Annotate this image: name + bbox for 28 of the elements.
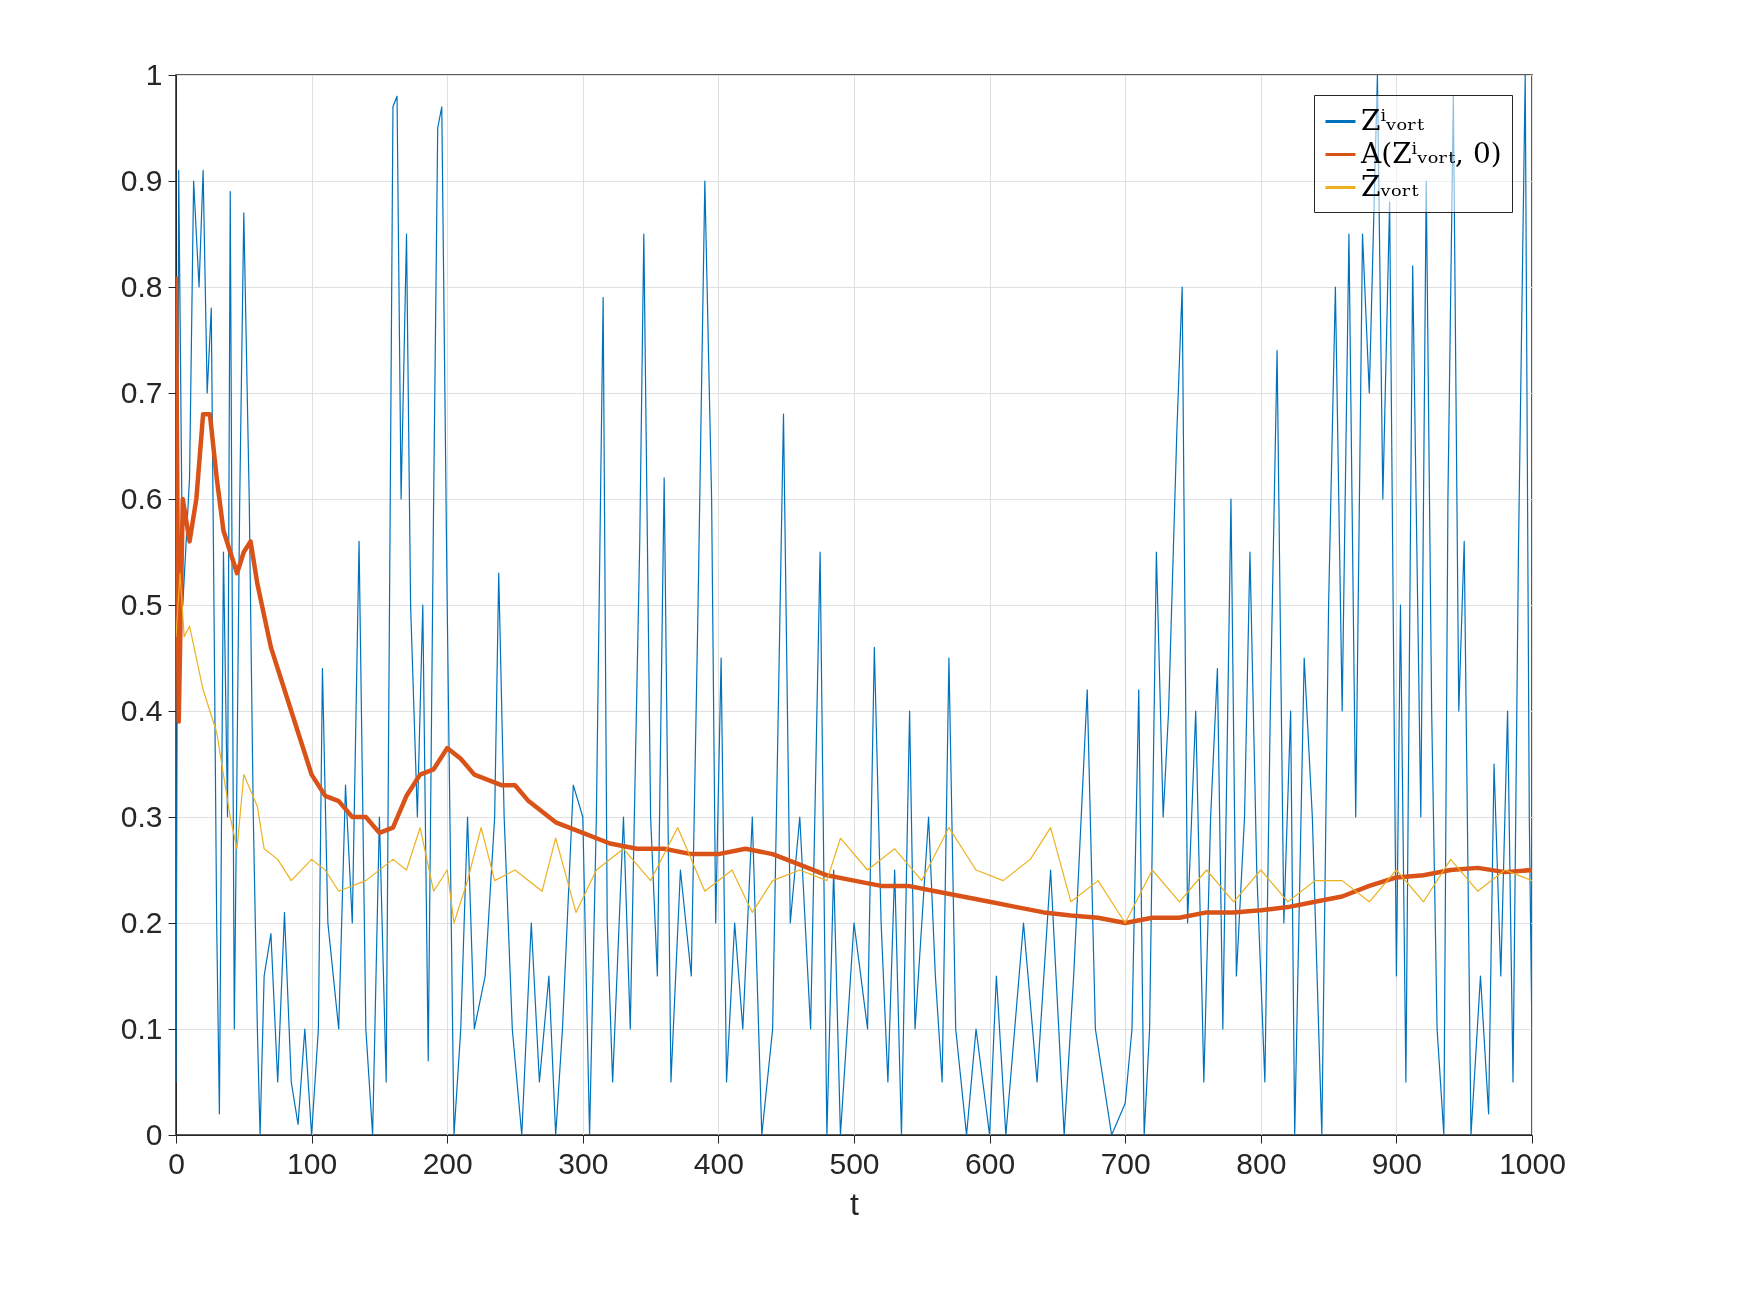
x-tick-label: 200 xyxy=(422,1146,473,1180)
legend-label: Z̄ᵥₒᵣₜ xyxy=(1361,168,1419,203)
y-tick-label: 0 xyxy=(145,1117,163,1151)
y-tick-label: 0.9 xyxy=(120,163,163,197)
x-tick-label: 0 xyxy=(168,1146,185,1180)
y-tick-label: 0.3 xyxy=(120,799,163,833)
y-tick-label: 0.2 xyxy=(120,905,163,939)
legend-label: Zⁱᵥₒᵣₜ xyxy=(1361,103,1425,137)
y-tick-label: 0.8 xyxy=(120,269,163,303)
x-tick-label: 700 xyxy=(1100,1146,1151,1180)
x-tick-label: 100 xyxy=(287,1146,338,1180)
x-tick-label: 600 xyxy=(965,1146,1016,1180)
line-series xyxy=(176,572,1532,924)
x-tick-label: 500 xyxy=(829,1146,880,1180)
legend-label: A(Zⁱᵥₒᵣₜ, 0) xyxy=(1360,136,1502,170)
x-tick-label: 900 xyxy=(1371,1146,1422,1180)
y-tick-label: 0.6 xyxy=(120,481,163,515)
line-series xyxy=(176,274,1532,926)
y-tick-label: 0.5 xyxy=(120,587,163,621)
x-tick-label: 1000 xyxy=(1499,1146,1566,1180)
y-tick-label: 0.7 xyxy=(120,375,163,409)
x-tick-label: 800 xyxy=(1236,1146,1287,1180)
y-tick-label: 0.1 xyxy=(120,1011,163,1045)
y-tick-label: 1 xyxy=(145,57,163,91)
x-tick-label: 400 xyxy=(693,1146,744,1180)
x-tick-label: 300 xyxy=(558,1146,609,1180)
y-tick-label: 0.4 xyxy=(120,693,163,727)
x-axis-title: t xyxy=(850,1185,860,1222)
